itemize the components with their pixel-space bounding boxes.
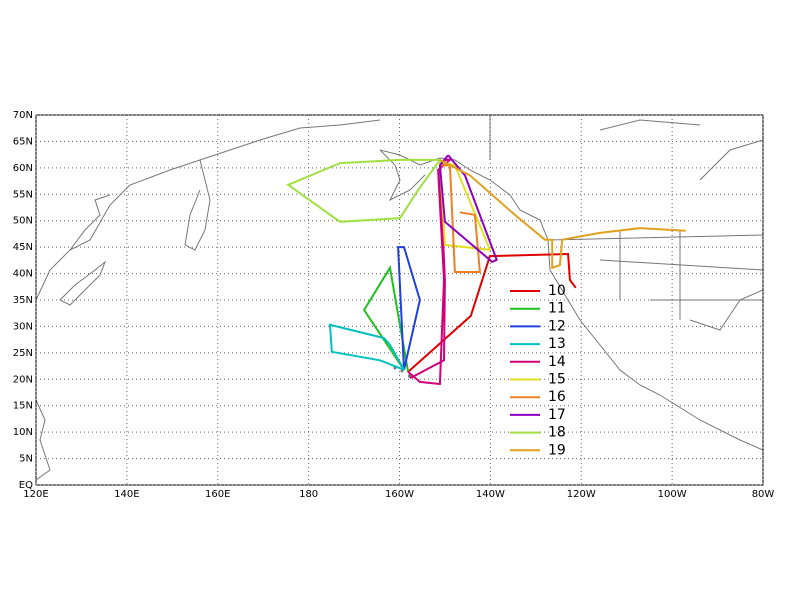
x-tick-label: 160W	[385, 489, 414, 500]
y-tick-label: 20N	[13, 374, 33, 385]
y-tick-label: 50N	[13, 216, 33, 227]
y-tick-label: 60N	[13, 163, 33, 174]
x-tick-label: 120E	[23, 489, 48, 500]
y-tick-label: 65N	[13, 136, 33, 147]
x-tick-label: 140E	[114, 489, 139, 500]
flight-track	[286, 158, 441, 223]
y-tick-label: 15N	[13, 401, 33, 412]
flight-track	[328, 323, 405, 371]
y-tick-label: 55N	[13, 189, 33, 200]
flight-track	[438, 154, 498, 264]
legend-label: 13	[548, 336, 566, 352]
y-tick-label: 70N	[13, 110, 33, 121]
y-tick-label: 45N	[13, 242, 33, 253]
x-tick-label: 80W	[752, 489, 775, 500]
flight-track	[362, 265, 410, 373]
x-tick-label: 180	[299, 489, 318, 500]
legend-label: 17	[548, 407, 566, 423]
y-tick-label: 40N	[13, 269, 33, 280]
legend-label: 16	[548, 389, 566, 405]
y-tick-label: 35N	[13, 295, 33, 306]
legend-label: 15	[548, 372, 566, 388]
flight-track	[439, 159, 686, 270]
legend-label: 18	[548, 425, 566, 441]
legend-label: 19	[548, 442, 566, 458]
y-tick-label: 30N	[13, 321, 33, 332]
y-tick-label: 5N	[19, 454, 33, 465]
legend-label: 10	[548, 283, 566, 299]
x-tick-label: 120W	[567, 489, 596, 500]
legend-label: 14	[548, 354, 566, 370]
y-tick-label: EQ	[19, 480, 33, 491]
x-tick-label: 140W	[476, 489, 505, 500]
x-tick-label: 160E	[205, 489, 230, 500]
x-tick-label: 100W	[658, 489, 687, 500]
y-tick-label: 10N	[13, 427, 33, 438]
legend-label: 12	[548, 318, 566, 334]
flight-track	[397, 246, 421, 371]
y-tick-label: 25N	[13, 348, 33, 359]
flight-track	[407, 252, 577, 373]
legend-label: 11	[548, 301, 566, 317]
flight-track	[407, 158, 453, 386]
